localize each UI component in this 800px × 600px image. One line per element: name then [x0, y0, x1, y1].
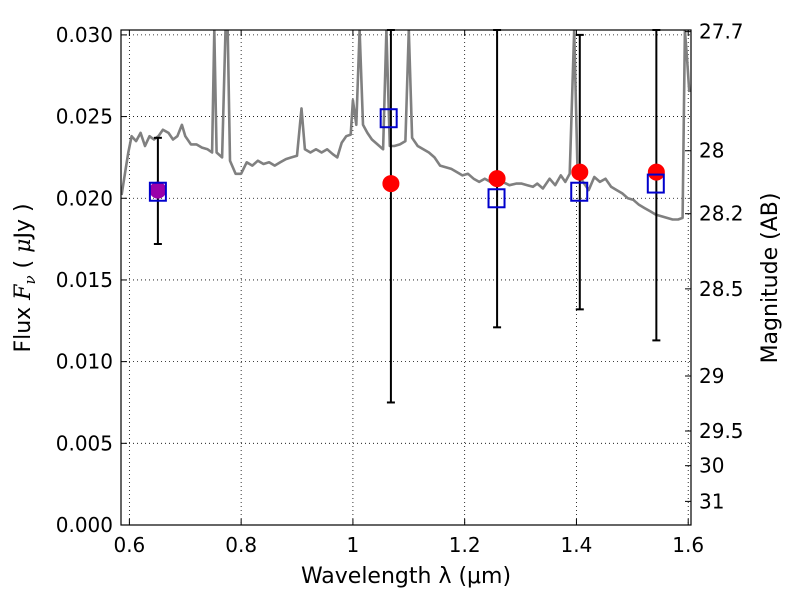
- model-flux-square: [646, 173, 665, 194]
- magnitude-tick-label: 29.5: [699, 419, 744, 443]
- observed-flux-point: [382, 175, 400, 193]
- x-tick-label: 1.2: [449, 533, 481, 557]
- magnitude-tick-label: 28.5: [699, 277, 744, 301]
- y2-axis-label: Magnitude (AB): [758, 193, 783, 364]
- x-tick-label: 0.6: [113, 533, 145, 557]
- axis-tick-labels: 0.6 0.8 1 1.2 1.4 1.6 0.000 0.005 0.010 0.015 0.02…: [56, 20, 744, 557]
- axis-ticks: [121, 30, 691, 526]
- observed-flux-point: [571, 163, 589, 181]
- magnitude-tick-label: 30: [699, 454, 724, 478]
- model-spectrum-line: [121, 30, 691, 221]
- marker-layer: [148, 108, 665, 209]
- magnitude-tick-label: 31: [699, 489, 724, 513]
- magnitude-tick-label: 28.2: [699, 202, 744, 226]
- observed-flux-point: [488, 170, 506, 188]
- model-flux-square: [487, 188, 506, 209]
- y-tick-label: 0.020: [56, 186, 113, 210]
- y-tick-label: 0.005: [56, 431, 113, 455]
- x-axis-label: Wavelength λ (μm): [301, 564, 511, 589]
- magnitude-tick-label: 28: [699, 139, 724, 163]
- x-tick-label: 0.8: [225, 533, 257, 557]
- y-tick-label: 0.000: [56, 513, 113, 537]
- y-axis-label: Flux Fν ( μJy ): [11, 203, 39, 352]
- observed-flux-point: [647, 163, 665, 181]
- observed-flux-point: [149, 181, 167, 199]
- magnitude-tick-label: 27.7: [699, 20, 744, 44]
- model-spectrum-layer: [121, 30, 691, 221]
- magnitude-tick-label: 29: [699, 364, 724, 388]
- y-tick-label: 0.030: [56, 23, 113, 47]
- model-flux-square: [570, 181, 589, 202]
- model-flux-square: [379, 108, 398, 129]
- x-tick-label: 1: [347, 533, 360, 557]
- y-tick-label: 0.015: [56, 268, 113, 292]
- model-flux-square: [148, 181, 167, 202]
- y-tick-label: 0.010: [56, 350, 113, 374]
- x-tick-label: 1.6: [672, 533, 704, 557]
- plot-frame: [120, 29, 692, 526]
- y-tick-label: 0.025: [56, 105, 113, 129]
- x-tick-label: 1.4: [561, 533, 593, 557]
